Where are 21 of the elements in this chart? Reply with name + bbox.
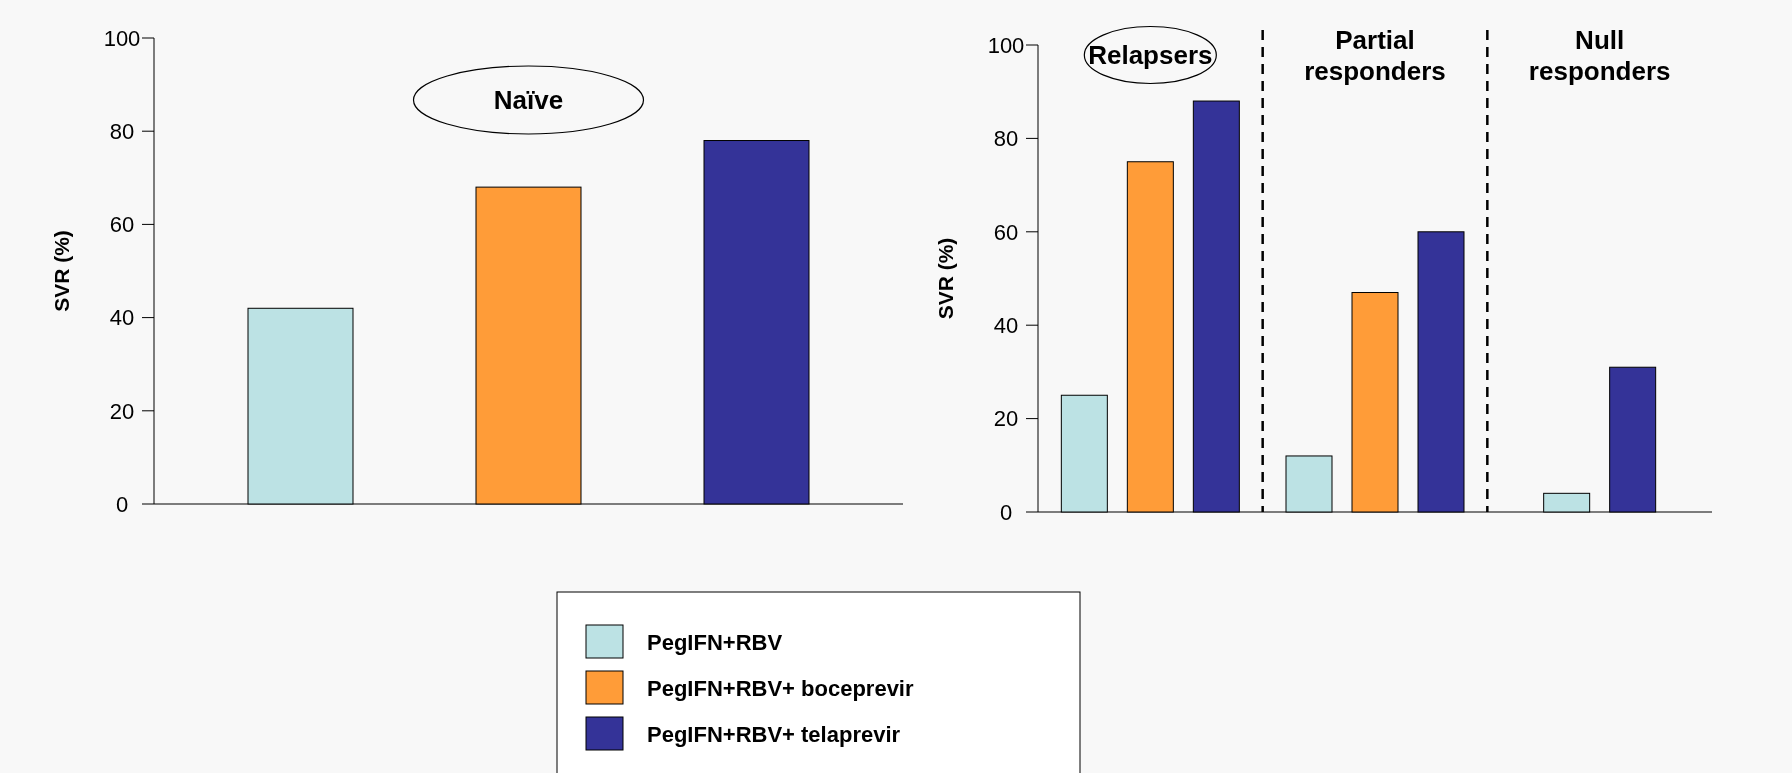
y-axis-title: SVR (%) xyxy=(934,237,957,320)
x-tick-label: Null responders xyxy=(1528,25,1671,87)
y-tick-label: 100 xyxy=(103,25,141,51)
y-tick-label: 20 xyxy=(109,398,135,424)
y-tick-label: 100 xyxy=(987,32,1025,58)
x-tick-label: Naïve xyxy=(493,85,564,116)
y-tick-label: 80 xyxy=(109,118,135,144)
y-tick-label: 20 xyxy=(993,406,1019,432)
y-tick-label: 0 xyxy=(999,499,1013,525)
y-tick-label: 80 xyxy=(993,126,1019,152)
y-tick-label: 40 xyxy=(109,305,135,331)
y-tick-label: 60 xyxy=(993,219,1019,245)
y-tick-label: 40 xyxy=(993,312,1019,338)
x-tick-label: Partial responders xyxy=(1304,25,1446,87)
x-tick-label: Relapsers xyxy=(1088,40,1213,71)
y-axis-title: SVR (%) xyxy=(50,230,73,312)
y-tick-label: 60 xyxy=(109,212,135,238)
legend-label: PegIFN+RBV+ telaprevir xyxy=(647,721,901,747)
y-tick-label: 0 xyxy=(115,491,129,517)
legend-label: PegIFN+RBV+ boceprevir xyxy=(647,675,914,701)
legend-label: PegIFN+RBV xyxy=(647,629,783,655)
